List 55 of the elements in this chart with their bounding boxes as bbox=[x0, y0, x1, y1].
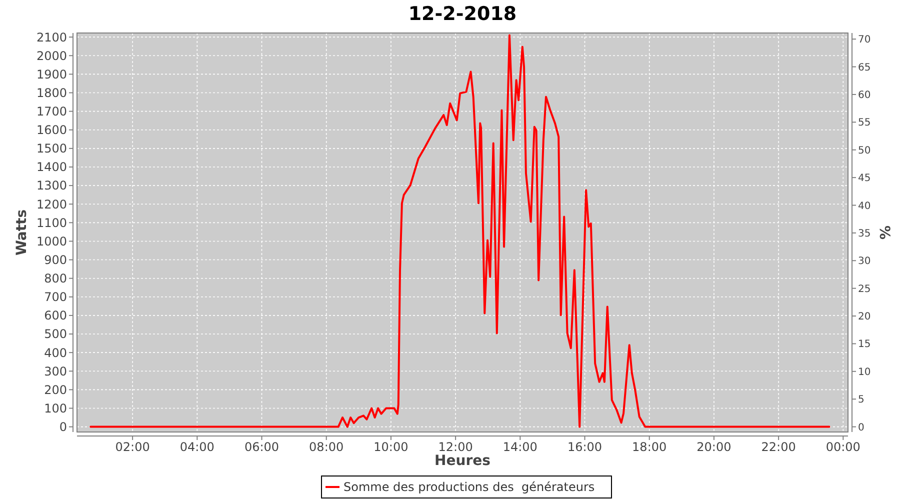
y-tick-label: 800 bbox=[44, 272, 67, 286]
y2-tick-label: 25 bbox=[858, 284, 871, 295]
x-tick-label: 04:00 bbox=[180, 440, 214, 454]
y-axis-title: Watts bbox=[14, 209, 30, 256]
y-tick-label: 1700 bbox=[36, 104, 67, 119]
line-series bbox=[90, 34, 830, 428]
x-tick-label: 14:00 bbox=[502, 440, 538, 454]
x-tick-label: 12:00 bbox=[438, 440, 473, 454]
y2-tick-label: 60 bbox=[858, 90, 871, 101]
x-tick-label: 00:00 bbox=[826, 440, 860, 454]
x-tick-label: 06:00 bbox=[244, 440, 280, 454]
y-tick-label: 200 bbox=[44, 382, 67, 397]
y-tick-label: 1500 bbox=[36, 142, 67, 156]
y2-tick-label: 15 bbox=[858, 339, 871, 350]
y2-tick-label: 20 bbox=[858, 312, 871, 323]
y-tick-label: 2100 bbox=[36, 30, 67, 44]
y-tick-label: 1300 bbox=[36, 178, 67, 193]
y-tick-label: 1600 bbox=[36, 123, 67, 138]
y2-tick-label: 10 bbox=[858, 366, 871, 378]
y-tick-label: 900 bbox=[44, 252, 67, 267]
y2-tick-label: 30 bbox=[858, 256, 871, 268]
y2-tick-label: 55 bbox=[858, 118, 871, 129]
y2-tick-label: 40 bbox=[858, 200, 871, 212]
y-tick-label: 1200 bbox=[36, 197, 67, 212]
x-tick-label: 10:00 bbox=[374, 440, 408, 454]
y2-tick-label: 35 bbox=[858, 228, 871, 240]
y2-tick-label: 65 bbox=[858, 62, 871, 74]
x-tick-label: 02:00 bbox=[115, 440, 150, 454]
y2-tick-label: 50 bbox=[858, 145, 871, 156]
y-tick-label: 1000 bbox=[36, 234, 67, 248]
y-tick-label: 1400 bbox=[36, 160, 67, 174]
x-tick-label: 08:00 bbox=[309, 440, 344, 454]
x-tick-label: 22:00 bbox=[761, 440, 796, 454]
y-tick-label: 1800 bbox=[36, 86, 67, 100]
y-tick-label: 1900 bbox=[36, 67, 67, 82]
y-tick-label: 100 bbox=[44, 401, 67, 416]
y-tick-label: 600 bbox=[44, 308, 67, 323]
chart-title: 12-2-2018 bbox=[408, 3, 517, 25]
y-tick-label: 400 bbox=[44, 346, 67, 360]
x-tick-label: 20:00 bbox=[696, 440, 732, 454]
y-tick-label: 500 bbox=[44, 327, 67, 342]
y-tick-label: 700 bbox=[44, 290, 67, 304]
y-tick-label: 0 bbox=[59, 420, 67, 434]
y2-axis-title: % bbox=[876, 225, 892, 240]
y-tick-label: 300 bbox=[44, 364, 67, 378]
y2-tick-label: 0 bbox=[858, 422, 864, 434]
legend-label: Somme des productions des générateurs bbox=[344, 480, 595, 494]
y2-tick-label: 45 bbox=[858, 173, 871, 184]
x-tick-label: 18:00 bbox=[632, 440, 667, 454]
y2-tick-label: 70 bbox=[858, 34, 871, 46]
y2-tick-label: 5 bbox=[858, 394, 864, 406]
y-tick-label: 1100 bbox=[36, 216, 67, 230]
x-axis-title: Heures bbox=[434, 453, 490, 469]
y-tick-label: 2000 bbox=[36, 48, 67, 63]
x-tick-label: 16:00 bbox=[567, 440, 602, 454]
